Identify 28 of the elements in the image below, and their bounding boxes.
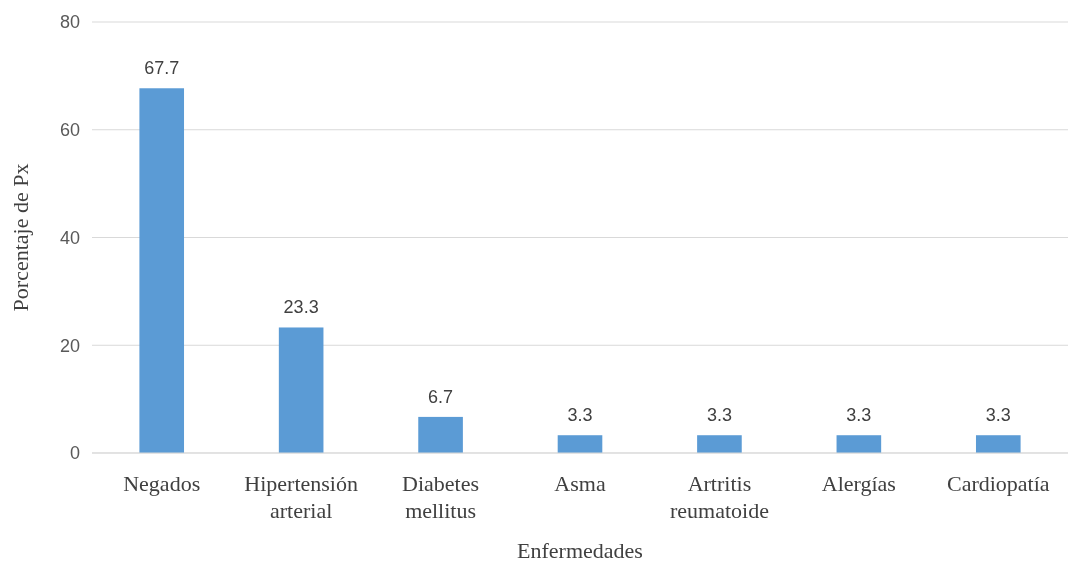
data-label: 23.3 [283,297,319,318]
bar [697,435,742,453]
x-tick-label: Hipertensión arterial [244,471,358,523]
bar [278,327,324,453]
bar [836,435,882,453]
x-tick-label: Alergías [821,471,896,496]
data-label: 6.7 [428,386,454,407]
data-label: 67.7 [144,58,180,79]
data-label: 3.3 [706,405,732,426]
data-label: 3.3 [567,405,593,426]
bar [139,88,185,453]
bar [975,435,1021,453]
y-tick-label: 80 [59,12,80,33]
bar [418,416,463,453]
data-label: 3.3 [846,405,872,426]
x-tick-label: Asma [554,471,606,496]
y-tick-label: 0 [69,443,80,464]
x-tick-label: Negados [123,471,201,496]
data-label: 3.3 [985,405,1011,426]
y-tick-label: 40 [59,227,80,248]
x-axis-title: Enfermedades [517,538,643,563]
y-axis-title: Porcentaje de Px [8,163,33,312]
x-tick-label: Artritis reumatoide [669,471,769,523]
y-tick-label: 20 [59,335,80,356]
x-tick-label: Diabetes mellitus [402,471,480,523]
y-tick-label: 60 [59,120,80,141]
bar [557,435,603,453]
x-tick-label: Cardiopatía [946,471,1050,496]
